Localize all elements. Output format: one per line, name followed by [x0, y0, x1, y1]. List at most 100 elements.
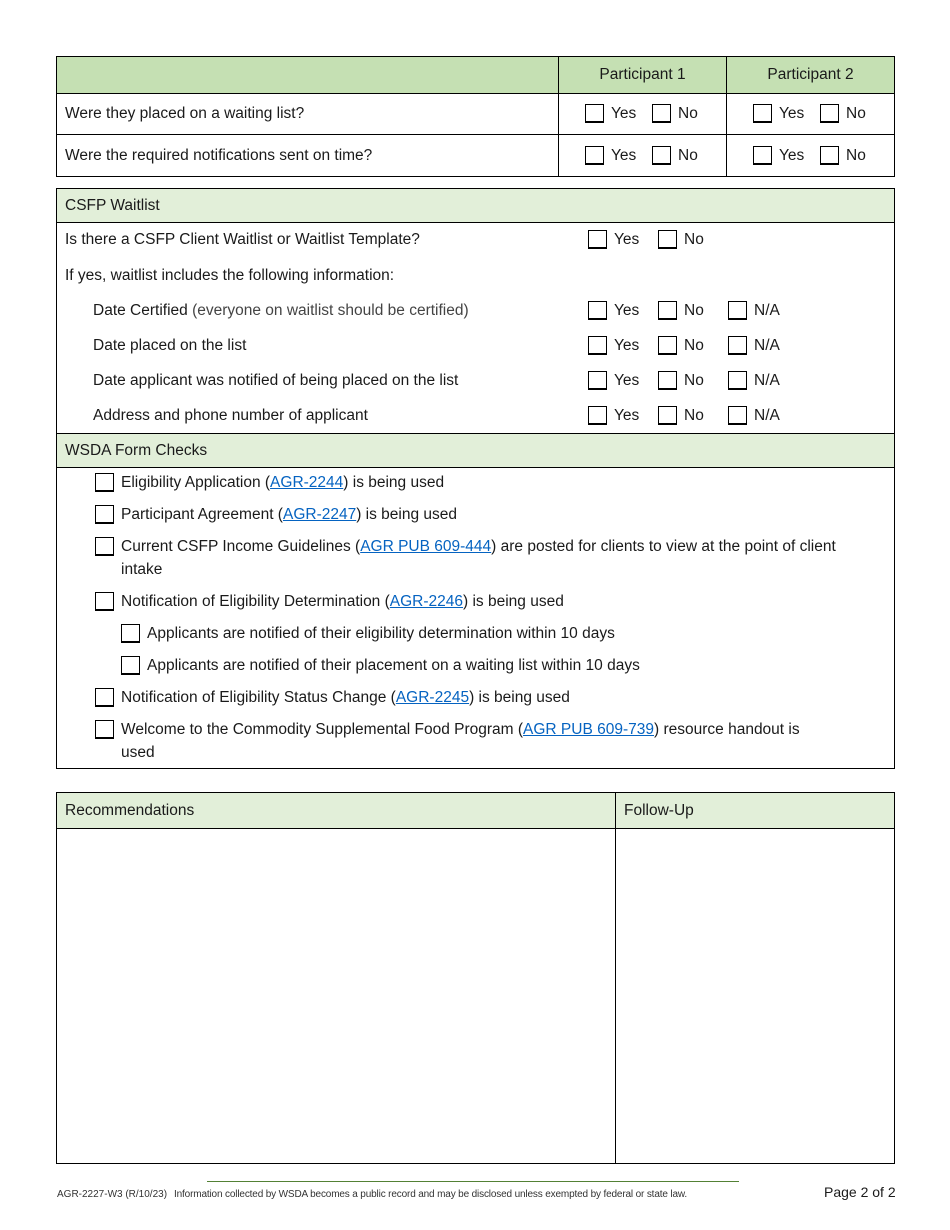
text: Current CSFP Income Guidelines ( — [121, 538, 361, 555]
agr-2244-link[interactable]: AGR-2244 — [270, 474, 344, 491]
agr-pub-609-444-link[interactable]: AGR PUB 609-444 — [360, 538, 492, 555]
yes-label: Yes — [614, 231, 640, 248]
text: ) is being used — [343, 474, 445, 491]
agr-pub-609-739-link[interactable]: AGR PUB 609-739 — [523, 721, 654, 738]
no-label: No — [684, 372, 704, 389]
p1-notif-no-checkbox[interactable] — [652, 146, 671, 165]
text: Participant Agreement ( — [121, 506, 283, 523]
waitlist-item-2-na-checkbox[interactable] — [728, 371, 747, 390]
placement-notified-checkbox[interactable] — [121, 656, 140, 675]
footer-disclaimer: Information collected by WSDA becomes a … — [174, 1189, 688, 1200]
na-label: N/A — [754, 302, 780, 319]
wsda-subitem-eligibility-notified: Applicants are notified of their eligibi… — [147, 625, 615, 642]
agr-2247-link[interactable]: AGR-2247 — [282, 506, 357, 523]
waitlist-item-1-na-checkbox[interactable] — [728, 336, 747, 355]
income-guidelines-checkbox[interactable] — [95, 537, 114, 556]
status-change-checkbox[interactable] — [95, 688, 114, 707]
p2-waiting-no-checkbox[interactable] — [820, 104, 839, 123]
no-label: No — [684, 337, 704, 354]
agr-2245-link[interactable]: AGR-2245 — [395, 689, 470, 706]
wsda-item-welcome-handout: Welcome to the Commodity Supplemental Fo… — [121, 718, 811, 764]
no-label: No — [678, 147, 698, 164]
p2-notif-no-checkbox[interactable] — [820, 146, 839, 165]
yes-label: Yes — [614, 302, 640, 319]
followup-header: Follow-Up — [624, 802, 694, 819]
csfp-waitlist-title: CSFP Waitlist — [65, 197, 160, 214]
yes-label: Yes — [779, 105, 805, 122]
wsda-form-checks-title: WSDA Form Checks — [65, 442, 208, 459]
waitlist-item-0-no-checkbox[interactable] — [658, 301, 677, 320]
waitlist-table — [56, 188, 895, 769]
waitlist-item-1-no-checkbox[interactable] — [658, 336, 677, 355]
text: ) are posted for clients to view at the … — [121, 538, 836, 578]
p1-waiting-no-checkbox[interactable] — [652, 104, 671, 123]
waitlist-item-3-yes-checkbox[interactable] — [588, 406, 607, 425]
text: ) resource handout is used — [121, 721, 800, 761]
participant-agreement-checkbox[interactable] — [95, 505, 114, 524]
welcome-handout-checkbox[interactable] — [95, 720, 114, 739]
participant-2-header: Participant 2 — [767, 66, 854, 83]
no-label: No — [678, 105, 698, 122]
no-label: No — [684, 302, 704, 319]
waitlist-intro: If yes, waitlist includes the following … — [65, 267, 395, 284]
waitlist-item-2-no-checkbox[interactable] — [658, 371, 677, 390]
text: ) is being used — [469, 689, 570, 706]
p2-notif-yes-checkbox[interactable] — [753, 146, 772, 165]
csfp-waitlist-header — [57, 189, 894, 222]
waitlist-item-3-na-checkbox[interactable] — [728, 406, 747, 425]
item-note: (everyone on waitlist should be certifie… — [192, 302, 469, 319]
yes-label: Yes — [614, 407, 640, 424]
waitlist-question: Is there a CSFP Client Waitlist or Waitl… — [65, 231, 420, 248]
form-id: AGR-2227-W3 (R/10/23) — [57, 1189, 168, 1200]
waitlist-item-address: Address and phone number of applicant — [93, 407, 368, 424]
yes-label: Yes — [779, 147, 805, 164]
yes-label: Yes — [611, 105, 637, 122]
participant-1-header: Participant 1 — [599, 66, 686, 83]
eligibility-determination-checkbox[interactable] — [95, 592, 114, 611]
wsda-item-income-guidelines: Current CSFP Income Guidelines (AGR PUB … — [121, 535, 861, 581]
waitlist-item-2-yes-checkbox[interactable] — [588, 371, 607, 390]
recommendations-field[interactable] — [57, 829, 615, 1163]
waitlist-item-1-yes-checkbox[interactable] — [588, 336, 607, 355]
eligibility-notified-checkbox[interactable] — [121, 624, 140, 643]
wsda-item-status-change: Notification of Eligibility Status Chang… — [121, 686, 861, 709]
followup-field[interactable] — [616, 829, 894, 1163]
agr-2246-link[interactable]: AGR-2246 — [389, 593, 464, 610]
text: ) is being used — [463, 593, 564, 610]
waitlist-item-0-na-checkbox[interactable] — [728, 301, 747, 320]
no-label: No — [846, 147, 866, 164]
no-label: No — [846, 105, 866, 122]
yes-label: Yes — [611, 147, 637, 164]
text: ) is being used — [356, 506, 458, 523]
wsda-subitem-placement-notified: Applicants are notified of their placeme… — [147, 657, 640, 674]
waitlist-item-date-notified: Date applicant was notified of being pla… — [93, 372, 459, 389]
waitlist-yes-checkbox[interactable] — [588, 230, 607, 249]
eligibility-application-checkbox[interactable] — [95, 473, 114, 492]
text: Welcome to the Commodity Supplemental Fo… — [121, 721, 524, 738]
text: Eligibility Application ( — [121, 474, 271, 491]
participant-table — [56, 56, 895, 177]
participant-table-header — [57, 57, 894, 93]
question-waiting-list: Were they placed on a waiting list? — [65, 105, 305, 122]
waitlist-no-checkbox[interactable] — [658, 230, 677, 249]
waitlist-item-3-no-checkbox[interactable] — [658, 406, 677, 425]
na-label: N/A — [754, 372, 780, 389]
p1-waiting-yes-checkbox[interactable] — [585, 104, 604, 123]
yes-label: Yes — [614, 372, 640, 389]
recommendations-table — [56, 792, 895, 1164]
p2-waiting-yes-checkbox[interactable] — [753, 104, 772, 123]
waitlist-item-0-yes-checkbox[interactable] — [588, 301, 607, 320]
wsda-item-eligibility-determination: Notification of Eligibility Determinatio… — [121, 590, 861, 613]
recommendations-header: Recommendations — [65, 802, 195, 819]
wsda-item-eligibility-application: Eligibility Application (AGR-2244) is be… — [121, 471, 861, 494]
text: Notification of Eligibility Status Chang… — [121, 689, 396, 706]
recommendations-header-row — [57, 793, 894, 828]
item-label: Date Certified — [93, 302, 188, 319]
wsda-form-checks-header — [57, 434, 894, 467]
p1-notif-yes-checkbox[interactable] — [585, 146, 604, 165]
na-label: N/A — [754, 337, 780, 354]
na-label: N/A — [754, 407, 780, 424]
waitlist-item-date-certified: Date Certified (everyone on waitlist sho… — [93, 302, 469, 320]
waitlist-item-date-placed: Date placed on the list — [93, 337, 247, 354]
